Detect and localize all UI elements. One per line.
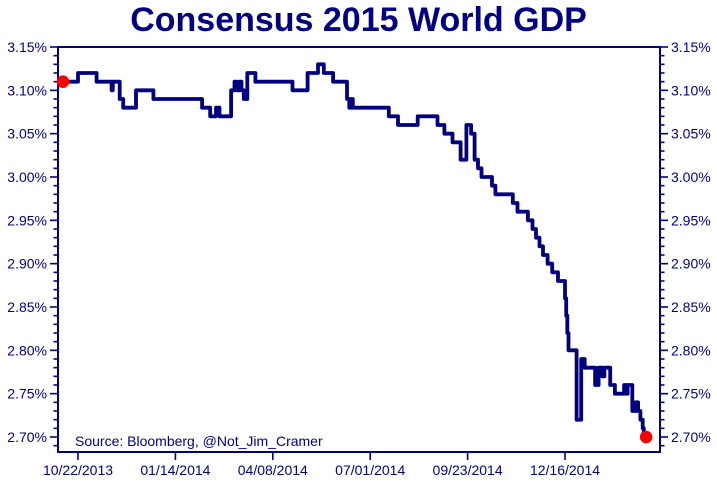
y-axis-tick-label: 2.85% — [671, 299, 711, 315]
x-axis-tick-label: 01/14/2014 — [140, 462, 210, 478]
end-marker-dot — [639, 430, 653, 444]
axis-ticks — [50, 46, 668, 460]
x-axis-tick-label: 04/08/2014 — [238, 462, 308, 478]
y-axis-tick-label: 3.15% — [7, 39, 47, 55]
x-axis-tick-label: 10/22/2013 — [43, 462, 113, 478]
chart-title: Consensus 2015 World GDP — [130, 1, 587, 39]
axis-labels: 3.15% 3.15% 3.10% 3.10% 3.05% 3.05% 3.00% 3.00%… — [7, 39, 710, 478]
y-axis-tick-label: 3.15% — [671, 39, 711, 55]
x-axis-tick-label: 09/23/2014 — [433, 462, 503, 478]
y-axis-tick-label: 3.05% — [7, 126, 47, 142]
y-axis-tick-label: 3.10% — [7, 82, 47, 98]
y-axis-tick-label: 2.80% — [7, 342, 47, 358]
y-axis-tick-label: 2.80% — [671, 342, 711, 358]
x-axis-tick-label: 07/01/2014 — [335, 462, 405, 478]
start-marker-dot — [56, 75, 70, 88]
y-axis-tick-label: 2.90% — [671, 256, 711, 272]
y-axis-tick-label: 2.75% — [671, 386, 711, 402]
y-axis-tick-label: 2.95% — [671, 212, 711, 228]
y-axis-tick-label: 2.70% — [671, 429, 711, 445]
y-axis-tick-label: 2.75% — [7, 386, 47, 402]
y-axis-tick-label: 2.70% — [7, 429, 47, 445]
x-axis-tick-label: 12/16/2014 — [530, 462, 600, 478]
y-axis-tick-label: 2.95% — [7, 212, 47, 228]
y-axis-tick-label: 3.10% — [671, 82, 711, 98]
y-axis-tick-label: 3.05% — [671, 126, 711, 142]
source-note: Source: Bloomberg, @Not_Jim_Cramer — [75, 433, 323, 449]
y-axis-tick-label: 2.90% — [7, 256, 47, 272]
plot-border — [57, 46, 661, 453]
gdp-consensus-line — [61, 62, 649, 439]
y-axis-tick-label: 3.00% — [7, 169, 47, 185]
y-axis-tick-label: 3.00% — [671, 169, 711, 185]
y-axis-tick-label: 2.85% — [7, 299, 47, 315]
